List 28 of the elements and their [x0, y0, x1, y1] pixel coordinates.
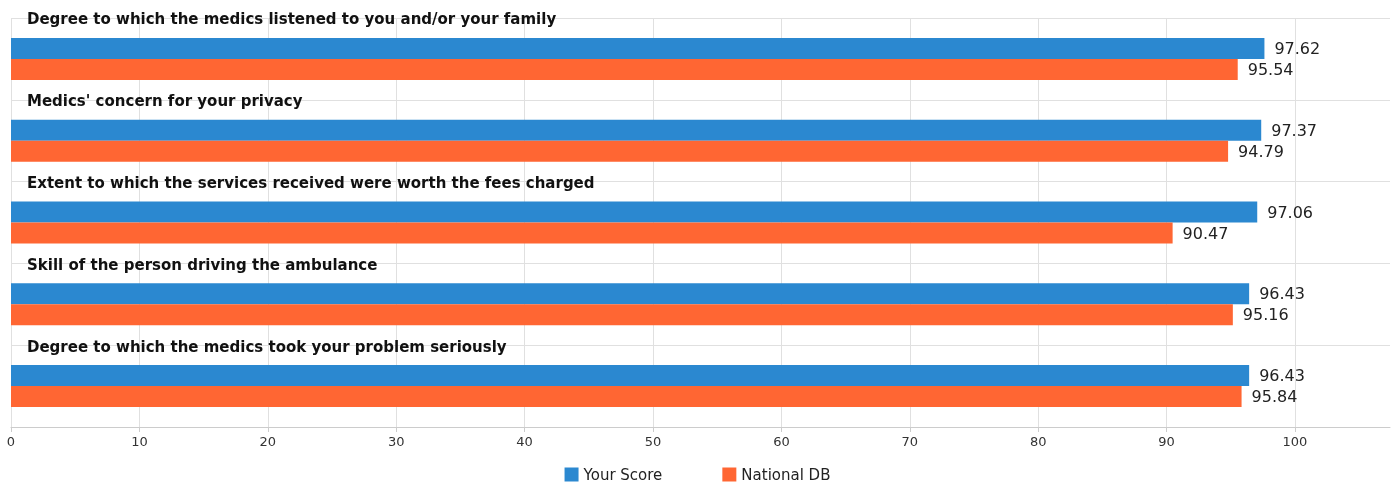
x-tick-label: 20	[259, 434, 277, 449]
x-tick-label: 70	[901, 434, 919, 449]
x-tick-label: 10	[131, 434, 148, 449]
y-tick-label: Medics' concern for your privacy	[27, 92, 303, 111]
data-label: 95.54	[1247, 59, 1294, 79]
y-tick-label: Extent to which the services received were worth the fees charged	[27, 174, 595, 192]
x-tick-label: 100	[1282, 434, 1308, 449]
data-label: 96.43	[1259, 284, 1305, 304]
y-tick-label: Degree to which the medics listened to you and/or your family	[27, 10, 557, 29]
legend-label: National DB	[741, 465, 831, 484]
data-label: 95.16	[1242, 305, 1289, 325]
x-tick-label: 0	[6, 434, 16, 449]
legend-label: Your Score	[582, 465, 663, 484]
x-tick-label: 80	[1029, 434, 1047, 449]
x-tick-label: 40	[516, 434, 533, 449]
data-label: 95.84	[1251, 387, 1298, 407]
y-tick-label: Skill of the person driving the ambulance	[27, 255, 378, 274]
x-tick-label: 90	[1158, 434, 1175, 449]
data-label: 94.79	[1238, 141, 1284, 161]
x-tick-label: 30	[387, 434, 405, 449]
data-label: 97.62	[1274, 38, 1321, 58]
data-label: 97.06	[1267, 202, 1314, 222]
data-label: 97.37	[1271, 120, 1318, 140]
x-tick-label: 50	[644, 434, 662, 449]
y-tick-label: Degree to which the medics took your problem seriously	[27, 337, 507, 356]
x-tick-label: 60	[773, 434, 790, 449]
data-label: 90.47	[1182, 223, 1229, 243]
data-label: 96.43	[1259, 366, 1305, 386]
